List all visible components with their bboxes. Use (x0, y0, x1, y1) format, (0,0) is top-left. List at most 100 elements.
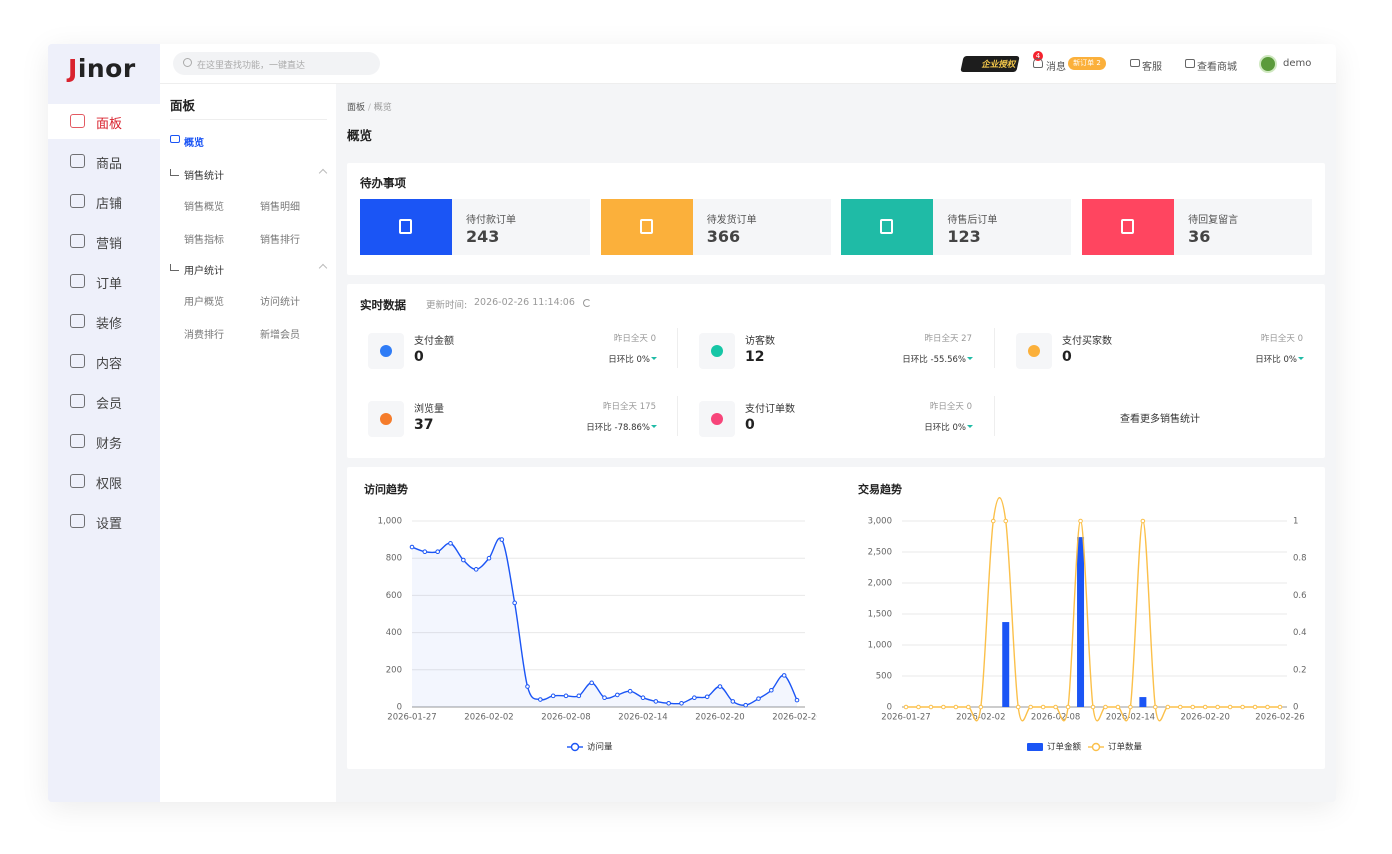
y-tick-label: 200 (386, 665, 402, 675)
menu-label: 订单 (96, 277, 123, 292)
y-tick-label: 0.6 (1293, 591, 1307, 601)
point (717, 684, 723, 689)
todo-item[interactable]: 待售后订单 123 (841, 199, 1072, 255)
menu-item[interactable]: 权限 (48, 464, 160, 499)
crumb[interactable]: 面板 (347, 103, 366, 113)
subnav-title: 面板 (170, 98, 196, 113)
point (1277, 704, 1283, 710)
icon-glyph (639, 219, 653, 234)
ratio-label: 日环比 (608, 355, 634, 365)
point (730, 699, 736, 704)
menu-item[interactable]: 财务 (48, 424, 160, 459)
subnav-item[interactable]: 销售指标 (184, 235, 224, 246)
menu-item[interactable]: 内容 (48, 344, 160, 379)
menu-item[interactable]: 设置 (48, 504, 160, 539)
avatar[interactable] (1259, 55, 1277, 73)
group-title[interactable]: 销售统计 (184, 171, 224, 182)
y-tick-label: 600 (386, 591, 402, 601)
menu-label: 内容 (96, 357, 123, 372)
point (1078, 518, 1083, 524)
refresh-icon[interactable] (583, 299, 591, 307)
point (576, 693, 582, 699)
ratio: 日环比 0% (608, 353, 657, 365)
y-tick-label: 1,500 (868, 610, 892, 620)
subnav-item[interactable]: 销售概览 (184, 202, 224, 213)
ratio-value: -55.56% (930, 355, 966, 365)
subnav-item[interactable]: 访问统计 (260, 297, 300, 308)
point (692, 695, 697, 700)
crumb-sep: / (365, 103, 374, 113)
subnav-active[interactable]: 概览 (184, 138, 204, 149)
point (1165, 704, 1171, 710)
y-tick-label: 1,000 (868, 641, 892, 651)
subnav-item[interactable]: 新增会员 (260, 330, 300, 341)
point (666, 700, 671, 706)
point (1202, 704, 1208, 710)
todo-value: 243 (466, 227, 500, 246)
menu-label: 财务 (96, 437, 123, 452)
new-orders-pill[interactable]: 新订单 2 (1068, 57, 1106, 70)
x-tick-label: 2026-01-27 (881, 713, 930, 723)
menu-item[interactable]: 会员 (48, 384, 160, 419)
metric: 支付订单数 0 昨日全天 0 日环比 0% (699, 398, 973, 440)
yesterday-label: 昨日全天 (613, 334, 648, 344)
menu-item[interactable]: 商品 (48, 144, 160, 179)
group-title[interactable]: 用户统计 (184, 266, 224, 277)
icon-glyph (399, 219, 412, 234)
separator (994, 396, 995, 436)
menu-item[interactable]: 订单 (48, 264, 160, 299)
point (589, 680, 594, 686)
messages[interactable]: 消息 (1046, 62, 1066, 73)
more-link[interactable]: 查看更多销售统计 (1120, 414, 1200, 425)
menu-item[interactable]: 营销 (48, 224, 160, 259)
point (953, 704, 959, 710)
panel-title: 待办事项 (360, 176, 406, 190)
point (653, 699, 659, 704)
menu-icon (70, 314, 85, 328)
subnav-item[interactable]: 用户概览 (184, 297, 224, 308)
user-name[interactable]: demo (1283, 58, 1312, 69)
menu-item[interactable]: 店铺 (48, 184, 160, 219)
point (1065, 704, 1071, 710)
point (1103, 704, 1108, 710)
x-tick-label: 2026-01-27 (387, 713, 436, 723)
todo-item[interactable]: 待回复留言 36 (1082, 199, 1313, 255)
x-tick-label: 2026-02-02 (464, 713, 513, 723)
legend-label[interactable]: 订单金额 (1047, 742, 1082, 753)
yesterday-label: 昨日全天 (924, 334, 959, 344)
x-tick-label: 2026-02-14 (1106, 713, 1155, 723)
point (1028, 704, 1033, 710)
legend-label[interactable]: 订单数量 (1108, 742, 1143, 753)
todo-item[interactable]: 待付款订单 243 (360, 199, 590, 255)
metric: 浏览量 37 昨日全天 175 日环比 -78.86% (368, 398, 657, 440)
menu-icon (70, 434, 85, 448)
todo-icon (841, 199, 934, 255)
legend-label[interactable]: 访问量 (587, 742, 613, 753)
subnav-item[interactable]: 销售明细 (260, 202, 300, 213)
service[interactable]: 客服 (1142, 62, 1162, 73)
x-tick-label: 2026-02-26 (1255, 713, 1304, 723)
bell-icon (1033, 58, 1043, 68)
overview-icon (170, 135, 180, 143)
ratio-label: 日环比 (924, 423, 950, 433)
menu-label: 会员 (96, 397, 123, 412)
x-tick-label: 2026-02-08 (1031, 713, 1080, 723)
subnav-item[interactable]: 消费排行 (184, 330, 224, 341)
yesterday-label: 昨日全天 (1260, 334, 1295, 344)
metric-icon (699, 333, 735, 369)
yesterday-value: 175 (639, 402, 656, 412)
todo-item[interactable]: 待发货订单 366 (600, 199, 831, 255)
license-badge[interactable]: 企业授权 (960, 56, 1020, 72)
search-box[interactable]: 在这里查找功能，一键直达 (173, 52, 380, 75)
menu-item[interactable]: 面板 (48, 104, 160, 139)
point (615, 692, 620, 698)
menu-item[interactable]: 装修 (48, 304, 160, 339)
icon-dot (1028, 345, 1040, 357)
subnav-item[interactable]: 销售排行 (260, 235, 300, 246)
metric-icon (368, 333, 404, 369)
logo[interactable]: Jinor (68, 54, 136, 83)
point (1265, 704, 1270, 710)
point (512, 600, 517, 606)
shop[interactable]: 查看商城 (1197, 62, 1237, 73)
updated-time: 2026-02-26 11:14:06 (474, 297, 575, 308)
